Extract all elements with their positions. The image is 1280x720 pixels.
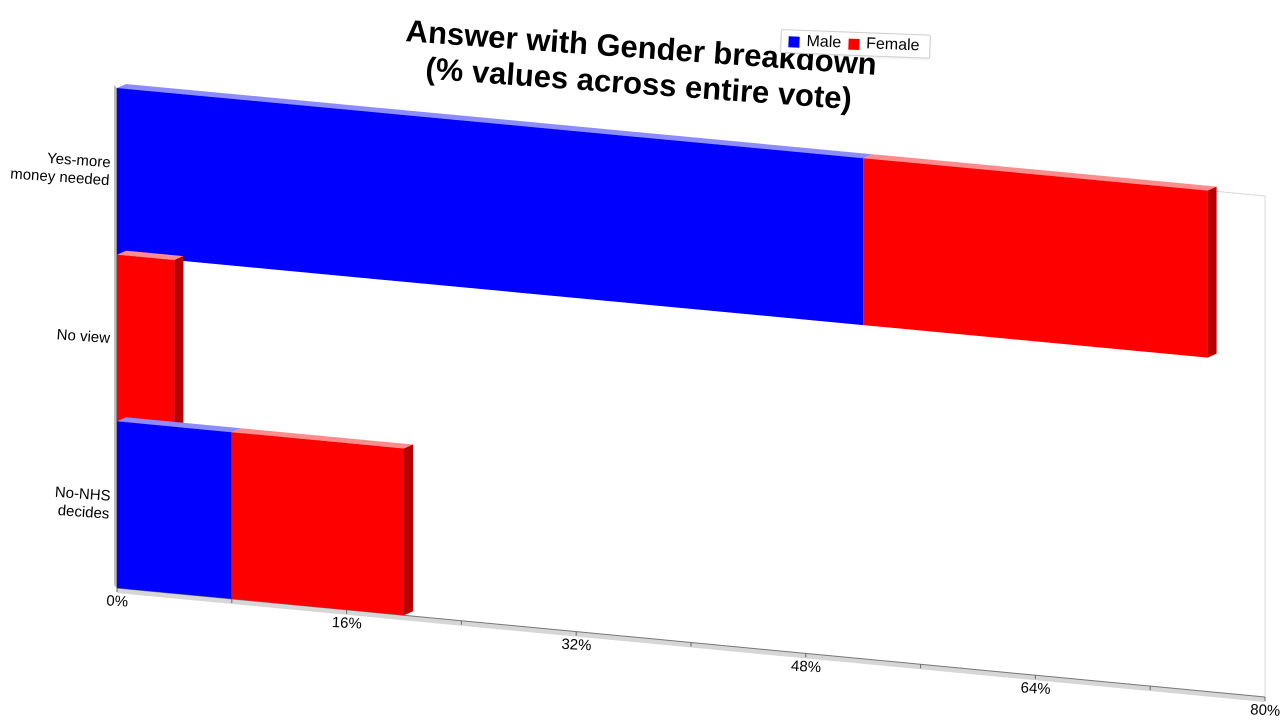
bar-side-female-2 [404,444,413,616]
category-label-line: Yes-more [47,150,112,171]
legend-swatch-female [847,38,860,50]
x-tick-label: 16% [331,614,362,633]
legend-item-female: Female [847,35,920,56]
bar-top-female-0 [863,154,1217,191]
category-label-line: No view [56,326,111,347]
category-label-2: No-NHSdecides [53,484,111,523]
category-label-line: money needed [10,165,110,189]
category-label-0: Yes-moremoney needed [10,147,111,189]
category-label-line: decides [57,502,110,523]
category-label-line: No-NHS [54,484,111,505]
bar-female-1 [117,254,175,427]
x-tick-label: 0% [106,592,129,610]
bar-side-female-1 [174,256,184,427]
x-tick-label: 80% [1250,701,1280,720]
x-tick-label: 64% [1020,679,1051,698]
category-labels: Yes-moremoney needed No view No-NHSdecides [10,147,111,523]
bar-top-male-0 [117,84,873,159]
x-tick-label: 32% [561,636,592,655]
bar-male-0 [117,88,864,326]
bar-top-female-2 [231,428,413,449]
x-tick-label: 48% [791,658,822,677]
bar-top-female-1 [117,250,184,261]
axis-wall [114,85,117,588]
bar-female-0 [863,158,1208,358]
x-axis: 0% 16% 32% 48% 64% 80% [106,588,1280,720]
legend-label-female: Female [865,35,920,55]
bar-female-2 [231,432,404,616]
bar-top-male-2 [117,417,241,433]
bars [117,84,1217,616]
bar-side-female-0 [1207,186,1217,358]
legend-swatch-male [788,35,800,48]
bar-male-2 [117,421,232,599]
legend-item-male: Male [788,32,842,52]
category-label-1: No view [56,326,111,347]
legend-label-male: Male [806,32,842,52]
